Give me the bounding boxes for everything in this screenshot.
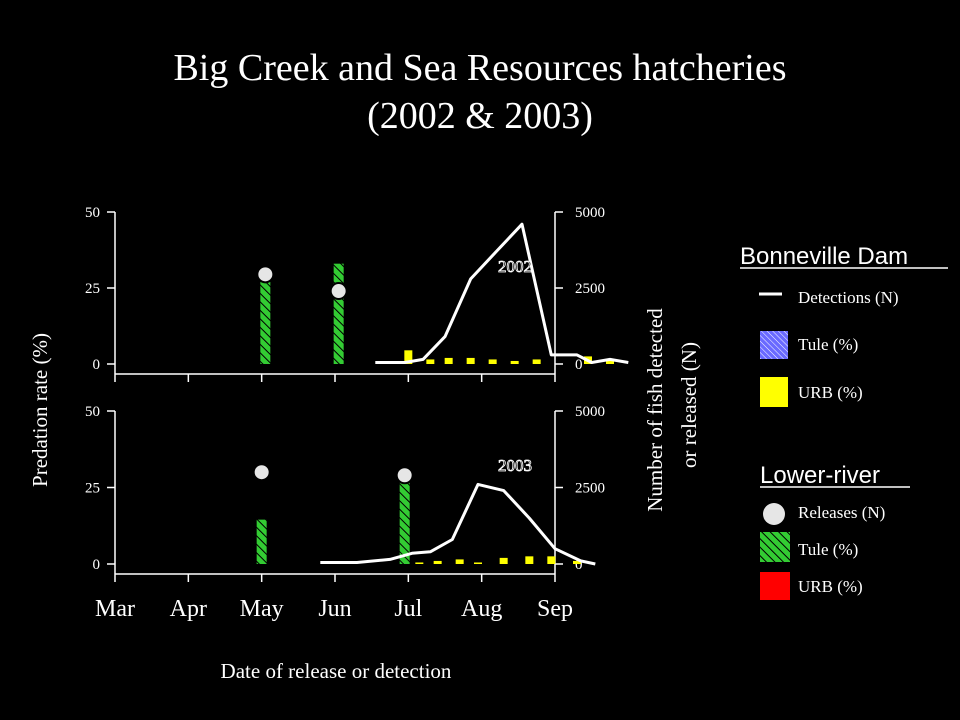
- release-marker: [252, 463, 271, 482]
- month-label: May: [240, 596, 284, 622]
- legend-release-circle-icon: [763, 503, 785, 525]
- legend-tule-label: Tule (%): [798, 335, 858, 354]
- urb-bonneville-bar: [499, 557, 508, 564]
- y-tick-label-right: 5000: [575, 404, 605, 420]
- legend-urb-label: URB (%): [798, 383, 863, 402]
- year-label: 2003: [498, 456, 532, 475]
- legend-tule-lower-label: Tule (%): [798, 540, 858, 559]
- y-tick-label-left: 25: [85, 481, 100, 497]
- tule-lower-bar: [260, 281, 271, 364]
- urb-bonneville-bar: [547, 556, 556, 564]
- tule-lower-bar: [333, 263, 344, 364]
- urb-bonneville-bar: [433, 560, 442, 564]
- release-marker: [395, 466, 414, 485]
- detections-line: [375, 222, 629, 364]
- y-tick-label-left: 0: [93, 357, 101, 373]
- month-label: Jul: [394, 596, 422, 622]
- legend-urb-lower-swatch-icon: [760, 572, 790, 600]
- legend-releases-label: Releases (N): [798, 503, 885, 522]
- month-label: Mar: [95, 596, 135, 622]
- panel-2002: 0 25 50 0 2500 5000 2002: [85, 205, 629, 382]
- urb-bonneville-bar: [488, 359, 497, 364]
- y-axis-right-title-line-2: or released (N): [677, 342, 701, 468]
- tule-lower-bar: [256, 519, 267, 564]
- tule-lower-bar: [399, 481, 410, 564]
- y-axis-right-title-line-1: Number of fish detected: [643, 308, 667, 512]
- y-tick-label-right: 5000: [575, 205, 605, 221]
- urb-bonneville-bar: [532, 359, 541, 364]
- y-tick-label-right: 0: [575, 357, 583, 373]
- urb-bonneville-bar: [426, 359, 435, 364]
- legend-urb-lower-label: URB (%): [798, 577, 863, 596]
- legend-tule-hatch-icon: [760, 331, 788, 359]
- month-label: Aug: [461, 596, 502, 622]
- panel-2003: 0 25 50 0 2500 5000 2003: [85, 404, 605, 582]
- legend-tule-lower-hatch-icon: [760, 532, 790, 562]
- y-axis-left-title: Predation rate (%): [28, 333, 52, 487]
- urb-bonneville-bar: [573, 560, 581, 564]
- x-month-labels: Mar Apr May Jun Jul Aug Sep: [95, 596, 573, 622]
- y-tick-label-right: 2500: [575, 481, 605, 497]
- urb-bonneville-bar: [444, 357, 453, 364]
- release-marker: [329, 282, 348, 301]
- page-title: Big Creek and Sea Resources hatcheries (…: [0, 44, 960, 140]
- y-tick-label-left: 50: [85, 404, 100, 420]
- urb-bonneville-bar: [606, 360, 614, 364]
- urb-bonneville-bar: [415, 562, 424, 564]
- legend: Bonneville Dam Detections (N) Tule (%) U…: [740, 243, 948, 600]
- legend-urb-swatch-icon: [760, 377, 788, 407]
- urb-bonneville-bar: [466, 357, 475, 364]
- urb-bonneville-bar: [404, 350, 413, 364]
- y-tick-label-left: 25: [85, 281, 100, 297]
- year-label: 2002: [498, 257, 532, 276]
- urb-bonneville-bar: [474, 562, 482, 564]
- urb-bonneville-bar: [455, 559, 464, 564]
- month-label: Apr: [170, 596, 207, 622]
- y-tick-label-right: 0: [575, 557, 583, 573]
- release-marker: [256, 265, 275, 284]
- y-tick-label-right: 2500: [575, 281, 605, 297]
- y-tick-label-left: 0: [93, 557, 101, 573]
- x-axis-title: Date of release or detection: [221, 659, 452, 683]
- month-label: Jun: [318, 596, 351, 622]
- month-label: Sep: [537, 596, 573, 622]
- title-line-2: (2002 & 2003): [367, 95, 593, 137]
- legend-bonneville-heading: Bonneville Dam: [740, 243, 908, 270]
- urb-bonneville-bar: [525, 556, 534, 564]
- legend-detections-label: Detections (N): [798, 288, 899, 307]
- legend-lower-heading: Lower-river: [760, 462, 880, 489]
- title-line-1: Big Creek and Sea Resources hatcheries: [173, 47, 787, 89]
- detections-line: [320, 482, 596, 566]
- urb-bonneville-bar: [510, 360, 519, 364]
- y-tick-label-left: 50: [85, 205, 100, 221]
